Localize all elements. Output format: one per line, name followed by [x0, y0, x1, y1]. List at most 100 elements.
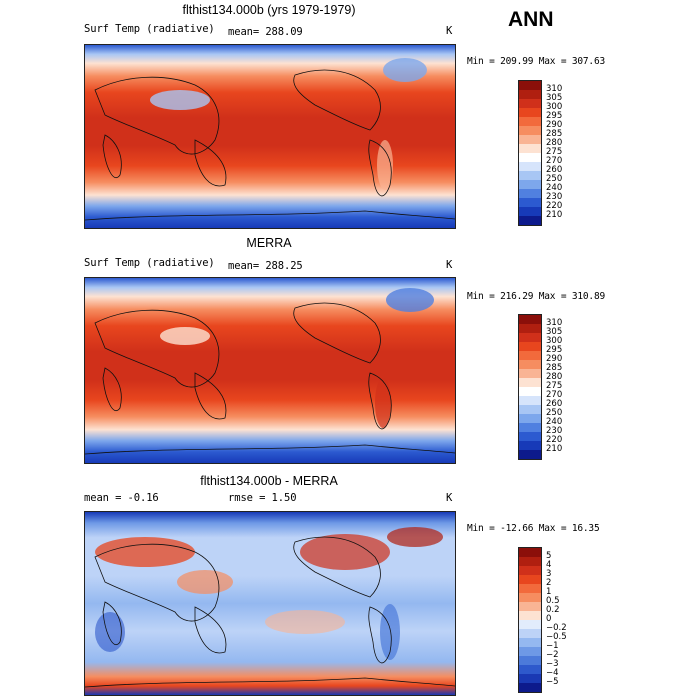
- panel-3-colorbar: [518, 547, 542, 693]
- cbar1-label: 230: [546, 191, 563, 202]
- colorbar-swatch: [519, 207, 541, 216]
- cbar2-label: 300: [546, 335, 563, 346]
- colorbar-swatch: [519, 566, 541, 575]
- cbar1-label: 280: [546, 137, 563, 148]
- colorbar-swatch: [519, 602, 541, 611]
- colorbar-swatch: [519, 90, 541, 99]
- colorbar-swatch: [519, 369, 541, 378]
- panel-1-minmax: Min = 209.99 Max = 307.63: [467, 56, 605, 67]
- cbar2-label: 210: [546, 443, 563, 454]
- colorbar-swatch: [519, 108, 541, 117]
- colorbar-swatch: [519, 342, 541, 351]
- cbar3-label: 3: [546, 568, 552, 579]
- colorbar-swatch: [519, 360, 541, 369]
- panel-3-title: flthist134.000b - MERRA: [200, 474, 338, 488]
- colorbar-swatch: [519, 656, 541, 665]
- panel-3-rmse: rmse = 1.50: [228, 492, 297, 504]
- colorbar-swatch: [519, 126, 541, 135]
- colorbar-swatch: [519, 584, 541, 593]
- cbar2-label: 285: [546, 362, 563, 373]
- colorbar-swatch: [519, 441, 541, 450]
- colorbar-swatch: [519, 647, 541, 656]
- panel-2-mean: mean= 288.25: [228, 260, 303, 272]
- cbar3-label: −2: [546, 649, 559, 660]
- colorbar-swatch: [519, 162, 541, 171]
- cbar1-label: 290: [546, 119, 563, 130]
- colorbar-swatch: [519, 593, 541, 602]
- cbar2-label: 240: [546, 416, 563, 427]
- colorbar-swatch: [519, 153, 541, 162]
- colorbar-swatch: [519, 135, 541, 144]
- colorbar-swatch: [519, 171, 541, 180]
- colorbar-swatch: [519, 683, 541, 692]
- cbar3-label: 5: [546, 550, 552, 561]
- colorbar-swatch: [519, 450, 541, 459]
- panel-3-minmax: Min = -12.66 Max = 16.35: [467, 523, 600, 534]
- colorbar-swatch: [519, 351, 541, 360]
- cbar2-label: 270: [546, 389, 563, 400]
- colorbar-swatch: [519, 99, 541, 108]
- cbar1-label: 240: [546, 182, 563, 193]
- cbar1-label: 300: [546, 101, 563, 112]
- colorbar-swatch: [519, 315, 541, 324]
- cbar1-label: 270: [546, 155, 563, 166]
- colorbar-swatch: [519, 378, 541, 387]
- colorbar-swatch: [519, 674, 541, 683]
- colorbar-swatch: [519, 81, 541, 90]
- panel-1-colorbar: [518, 80, 542, 226]
- cbar3-label: 0: [546, 613, 552, 624]
- cbar2-label: 290: [546, 353, 563, 364]
- cbar1-label: 310: [546, 83, 563, 94]
- panel-2-map: [84, 277, 456, 464]
- cbar2-label: 230: [546, 425, 563, 436]
- colorbar-swatch: [519, 629, 541, 638]
- panel-2-minmax: Min = 216.29 Max = 310.89: [467, 291, 605, 302]
- cbar2-label: 305: [546, 326, 563, 337]
- figure-title: ANN: [508, 8, 554, 31]
- panel-3-mean: mean = -0.16: [84, 492, 159, 504]
- panel-3-units: K: [446, 492, 453, 504]
- panel-2-colorbar-swatches: [519, 315, 541, 459]
- colorbar-swatch: [519, 638, 541, 647]
- cbar3-label: 0.5: [546, 595, 560, 606]
- colorbar-swatch: [519, 216, 541, 225]
- colorbar-swatch: [519, 144, 541, 153]
- colorbar-swatch: [519, 414, 541, 423]
- panel-3-colorbar-swatches: [519, 548, 541, 692]
- panel-2-title: MERRA: [246, 236, 292, 250]
- cbar3-label: 4: [546, 559, 552, 570]
- cbar2-label: 280: [546, 371, 563, 382]
- panel-2-map-graphic: [85, 278, 455, 463]
- colorbar-swatch: [519, 432, 541, 441]
- panel-1-map-graphic: [85, 45, 455, 228]
- panel-1-map: [84, 44, 456, 229]
- cbar1-label: 220: [546, 200, 563, 211]
- cbar1-label: 250: [546, 173, 563, 184]
- cbar3-label: −5: [546, 676, 559, 687]
- colorbar-swatch: [519, 180, 541, 189]
- cbar1-label: 210: [546, 209, 563, 220]
- colorbar-swatch: [519, 198, 541, 207]
- cbar2-label: 220: [546, 434, 563, 445]
- cbar2-label: 295: [546, 344, 563, 355]
- colorbar-swatch: [519, 620, 541, 629]
- colorbar-swatch: [519, 611, 541, 620]
- cbar1-label: 305: [546, 92, 563, 103]
- cbar2-label: 310: [546, 317, 563, 328]
- colorbar-swatch: [519, 548, 541, 557]
- cbar2-label: 260: [546, 398, 563, 409]
- cbar3-label: −0.2: [546, 622, 567, 633]
- panel-1-units: K: [446, 25, 453, 37]
- panel-1-variable-label: Surf Temp (radiative): [84, 23, 215, 35]
- cbar2-label: 275: [546, 380, 563, 391]
- cbar2-label: 250: [546, 407, 563, 418]
- cbar1-label: 275: [546, 146, 563, 157]
- panel-1-mean: mean= 288.09: [228, 26, 303, 38]
- colorbar-swatch: [519, 387, 541, 396]
- colorbar-swatch: [519, 396, 541, 405]
- colorbar-swatch: [519, 423, 541, 432]
- colorbar-swatch: [519, 117, 541, 126]
- panel-2-colorbar: [518, 314, 542, 460]
- panel-1-title: flthist134.000b (yrs 1979-1979): [182, 3, 356, 17]
- colorbar-swatch: [519, 324, 541, 333]
